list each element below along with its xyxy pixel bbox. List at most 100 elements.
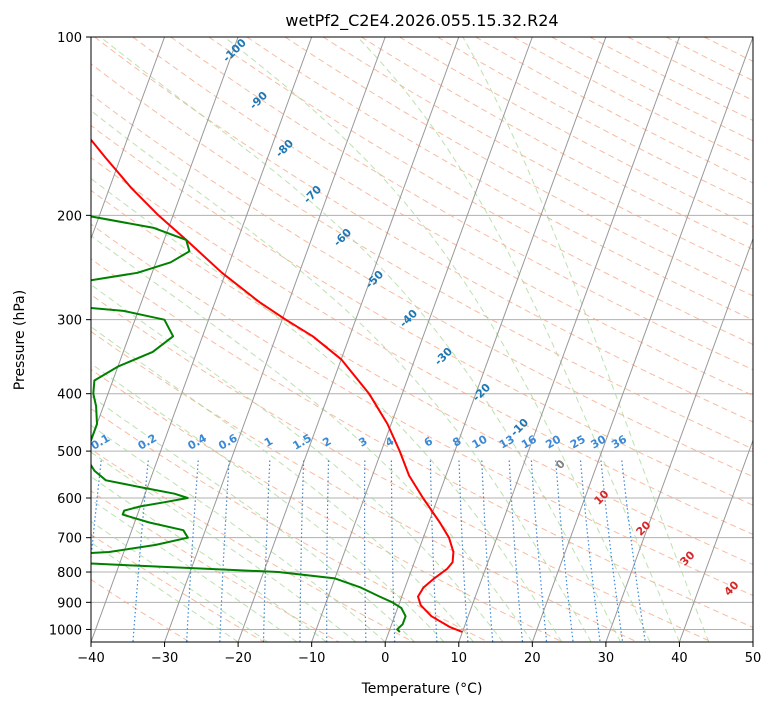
isotherm-line (384, 37, 607, 642)
dry-adiabat-line (91, 533, 265, 642)
chart-title: wetPf2_C2E4.2026.055.15.32.R24 (285, 11, 558, 31)
dry-adiabat-line (284, 37, 753, 297)
isotherm-label: 10 (592, 487, 612, 507)
plot-frame (90, 36, 754, 643)
moist-adiabat-line (224, 37, 651, 642)
y-tick-label: 400 (57, 388, 82, 403)
reference-lines (91, 37, 753, 642)
x-tick-label: 20 (524, 651, 541, 666)
isotherm-label: -30 (432, 345, 455, 368)
isotherm-line (752, 640, 753, 642)
mixing-ratio-line (621, 460, 646, 642)
dewpoint-profile-line (91, 215, 407, 633)
isotherm-label: 40 (722, 578, 742, 598)
profile-lines (91, 138, 463, 633)
dry-adiabat-line (91, 223, 753, 597)
moist-adiabat-line (462, 37, 710, 642)
y-tick-label: 600 (57, 492, 82, 507)
dry-adiabat-line (94, 37, 753, 423)
moist-adiabat-line (91, 177, 563, 642)
mixing-ratio-line (390, 460, 396, 642)
dry-adiabat-line (91, 293, 713, 642)
moist-adiabat-line (91, 520, 268, 642)
mixing-ratio-label: 3 (357, 435, 370, 450)
dry-adiabat-line (91, 578, 190, 642)
dry-adiabat-line (322, 37, 753, 273)
dry-adiabat-line (475, 37, 753, 184)
mixing-ratio-line (326, 460, 330, 642)
moist-adiabat-line (91, 395, 415, 642)
isotherm-line (91, 37, 166, 241)
dry-adiabat-line (513, 37, 753, 163)
dry-adiabat-line (91, 330, 638, 642)
moist-adiabat-line (91, 541, 239, 642)
mixing-ratio-line (508, 460, 524, 642)
isotherm-line (164, 37, 386, 642)
mixing-ratio-label: 2 (320, 435, 333, 450)
dry-adiabat-line (91, 124, 753, 506)
x-tick-label: −40 (77, 651, 104, 666)
mixing-ratio-line (186, 460, 199, 642)
y-tick-label: 200 (57, 209, 82, 224)
isotherm-line (311, 37, 533, 642)
mixing-ratio-label: 6 (422, 434, 435, 449)
x-tick-label: 50 (745, 651, 762, 666)
y-tick-label: 900 (57, 596, 82, 611)
moist-adiabat-line (357, 37, 680, 642)
y-axis-label: Pressure (hPa) (12, 290, 28, 390)
moist-adiabat-line (100, 37, 622, 642)
mixing-ratio-label: 36 (609, 432, 629, 451)
y-tick-label: 800 (57, 566, 82, 581)
mixing-ratio-label: 1 (262, 435, 275, 450)
x-tick-label: −20 (224, 651, 251, 666)
isotherm-line (458, 37, 680, 642)
isotherm-label: 30 (678, 548, 698, 568)
isotherm-label: -90 (247, 89, 270, 112)
isotherm-line (531, 37, 753, 642)
dry-adiabat-line (399, 37, 753, 228)
mixing-ratio-line (91, 460, 102, 564)
isotherm-label: -80 (273, 137, 296, 160)
dry-adiabat-line (91, 63, 753, 450)
moist-adiabat-line (91, 424, 386, 642)
isotherm-line (91, 37, 239, 442)
dry-adiabat-line (91, 368, 563, 642)
dry-adiabat-line (665, 37, 753, 82)
mixing-ratio-label: 0.2 (136, 432, 159, 453)
isotherm-label: -100 (220, 36, 249, 65)
dry-adiabat-line (703, 37, 753, 62)
x-tick-label: −10 (298, 651, 325, 666)
y-tick-label: 1000 (49, 623, 82, 638)
temperature-profile-line (91, 138, 463, 633)
isotherm-line (237, 37, 460, 642)
x-tick-label: 30 (598, 651, 615, 666)
isotherm-line (91, 37, 313, 642)
mixing-ratio-line (600, 460, 624, 642)
isotherm-label: -60 (331, 226, 354, 249)
isotherm-line (678, 438, 753, 642)
x-tick-label: 0 (381, 651, 389, 666)
moist-adiabat-line (91, 110, 592, 642)
dry-adiabat-line (91, 490, 340, 642)
x-axis-label: Temperature (°C) (361, 681, 483, 697)
dry-adiabat-line (246, 37, 753, 321)
dry-adiabat-line (91, 157, 753, 536)
moist-adiabat-line (91, 326, 474, 642)
moist-adiabat-line (91, 476, 327, 642)
x-tick-label: −30 (151, 651, 178, 666)
dry-adiabat-line (91, 93, 753, 478)
dry-adiabat-line (170, 37, 753, 371)
isotherm-line (605, 237, 753, 642)
mixing-ratio-label: 10 (470, 432, 490, 451)
dry-adiabat-line (208, 37, 753, 346)
axes: −40 −30 −20 −10 0 10 20 30 40 5010020030040050060… (49, 31, 761, 666)
y-tick-label: 300 (57, 314, 82, 329)
mixing-ratio-label: 0.6 (216, 431, 240, 452)
mixing-ratio-line (579, 460, 601, 642)
moist-adiabat-line (91, 499, 298, 642)
mixing-ratio-line (364, 460, 367, 642)
mixing-ratio-label: 1.5 (291, 432, 314, 453)
y-tick-label: 700 (57, 532, 82, 547)
